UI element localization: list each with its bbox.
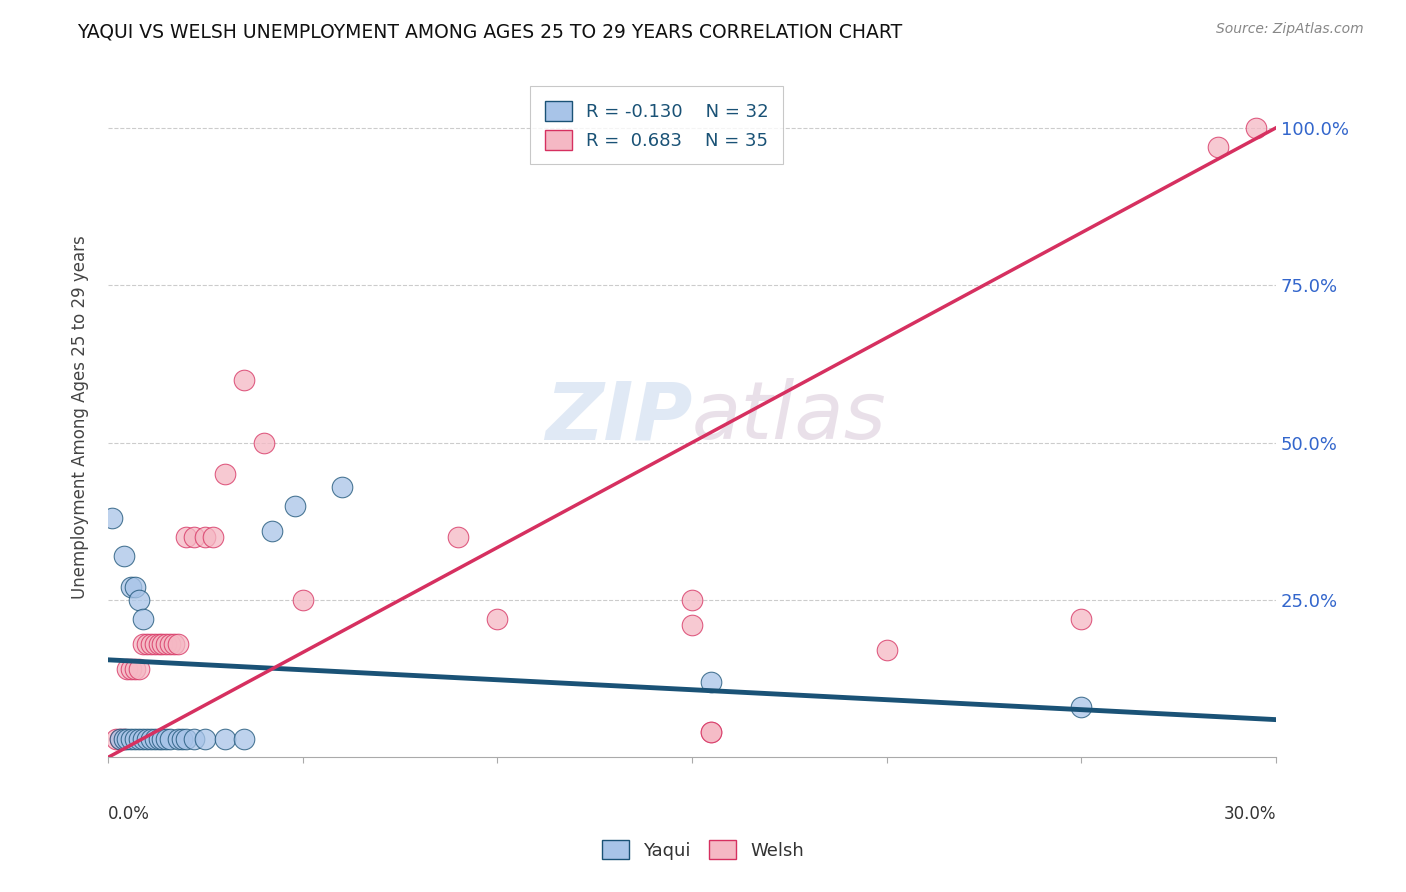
Point (174, 530, 197, 544)
Point (135, 637, 157, 651)
Point (486, 612, 509, 626)
Point (167, 637, 190, 651)
Point (155, 637, 177, 651)
Point (681, 618, 703, 632)
Point (112, 731, 135, 746)
Point (112, 549, 135, 563)
Point (132, 612, 155, 626)
Point (163, 637, 186, 651)
Y-axis label: Unemployment Among Ages 25 to 29 years: Unemployment Among Ages 25 to 29 years (72, 235, 89, 599)
Point (1206, 139, 1229, 153)
Point (152, 637, 174, 651)
Point (284, 499, 307, 513)
Point (117, 662, 139, 676)
Point (291, 593, 314, 607)
Point (139, 637, 162, 651)
Point (128, 731, 150, 746)
Point (135, 731, 157, 746)
Point (194, 530, 217, 544)
Point (148, 731, 170, 746)
Legend: Yaqui, Welsh: Yaqui, Welsh (588, 825, 818, 874)
Point (132, 731, 155, 746)
Point (148, 637, 170, 651)
Legend: R = -0.130    N = 32, R =  0.683    N = 35: R = -0.130 N = 32, R = 0.683 N = 35 (530, 87, 783, 164)
Point (183, 530, 205, 544)
Point (174, 731, 197, 746)
Text: atlas: atlas (692, 378, 887, 457)
Point (120, 731, 142, 746)
Text: ZIP: ZIP (544, 378, 692, 457)
Point (117, 731, 139, 746)
Point (128, 593, 150, 607)
Point (260, 524, 283, 538)
Point (1070, 700, 1092, 714)
Point (108, 731, 131, 746)
Point (253, 435, 276, 450)
Point (233, 373, 256, 387)
Point (101, 511, 124, 525)
Point (124, 662, 146, 676)
Point (155, 731, 177, 746)
Point (214, 731, 236, 746)
Point (876, 643, 898, 657)
Point (214, 467, 236, 481)
Point (132, 637, 155, 651)
Point (159, 731, 181, 746)
Point (104, 731, 127, 746)
Point (120, 581, 142, 595)
Point (143, 637, 166, 651)
Point (183, 731, 205, 746)
Point (330, 480, 353, 494)
Point (128, 662, 150, 676)
Text: 0.0%: 0.0% (108, 805, 150, 823)
Point (1070, 612, 1092, 626)
Point (447, 530, 470, 544)
Text: YAQUI VS WELSH UNEMPLOYMENT AMONG AGES 25 TO 29 YEARS CORRELATION CHART: YAQUI VS WELSH UNEMPLOYMENT AMONG AGES 2… (77, 22, 903, 41)
Point (143, 731, 166, 746)
Text: Source: ZipAtlas.com: Source: ZipAtlas.com (1216, 22, 1364, 37)
Point (167, 731, 190, 746)
Point (1246, 120, 1268, 135)
Point (700, 725, 723, 739)
Point (233, 731, 256, 746)
Point (194, 731, 217, 746)
Point (152, 731, 174, 746)
Point (700, 725, 723, 739)
Point (202, 530, 225, 544)
Point (159, 637, 181, 651)
Point (139, 731, 162, 746)
Point (124, 581, 146, 595)
Point (124, 731, 146, 746)
Point (170, 731, 193, 746)
Point (700, 674, 723, 689)
Point (120, 662, 142, 676)
Text: 30.0%: 30.0% (1223, 805, 1277, 823)
Point (112, 731, 135, 746)
Point (681, 593, 703, 607)
Point (108, 731, 131, 746)
